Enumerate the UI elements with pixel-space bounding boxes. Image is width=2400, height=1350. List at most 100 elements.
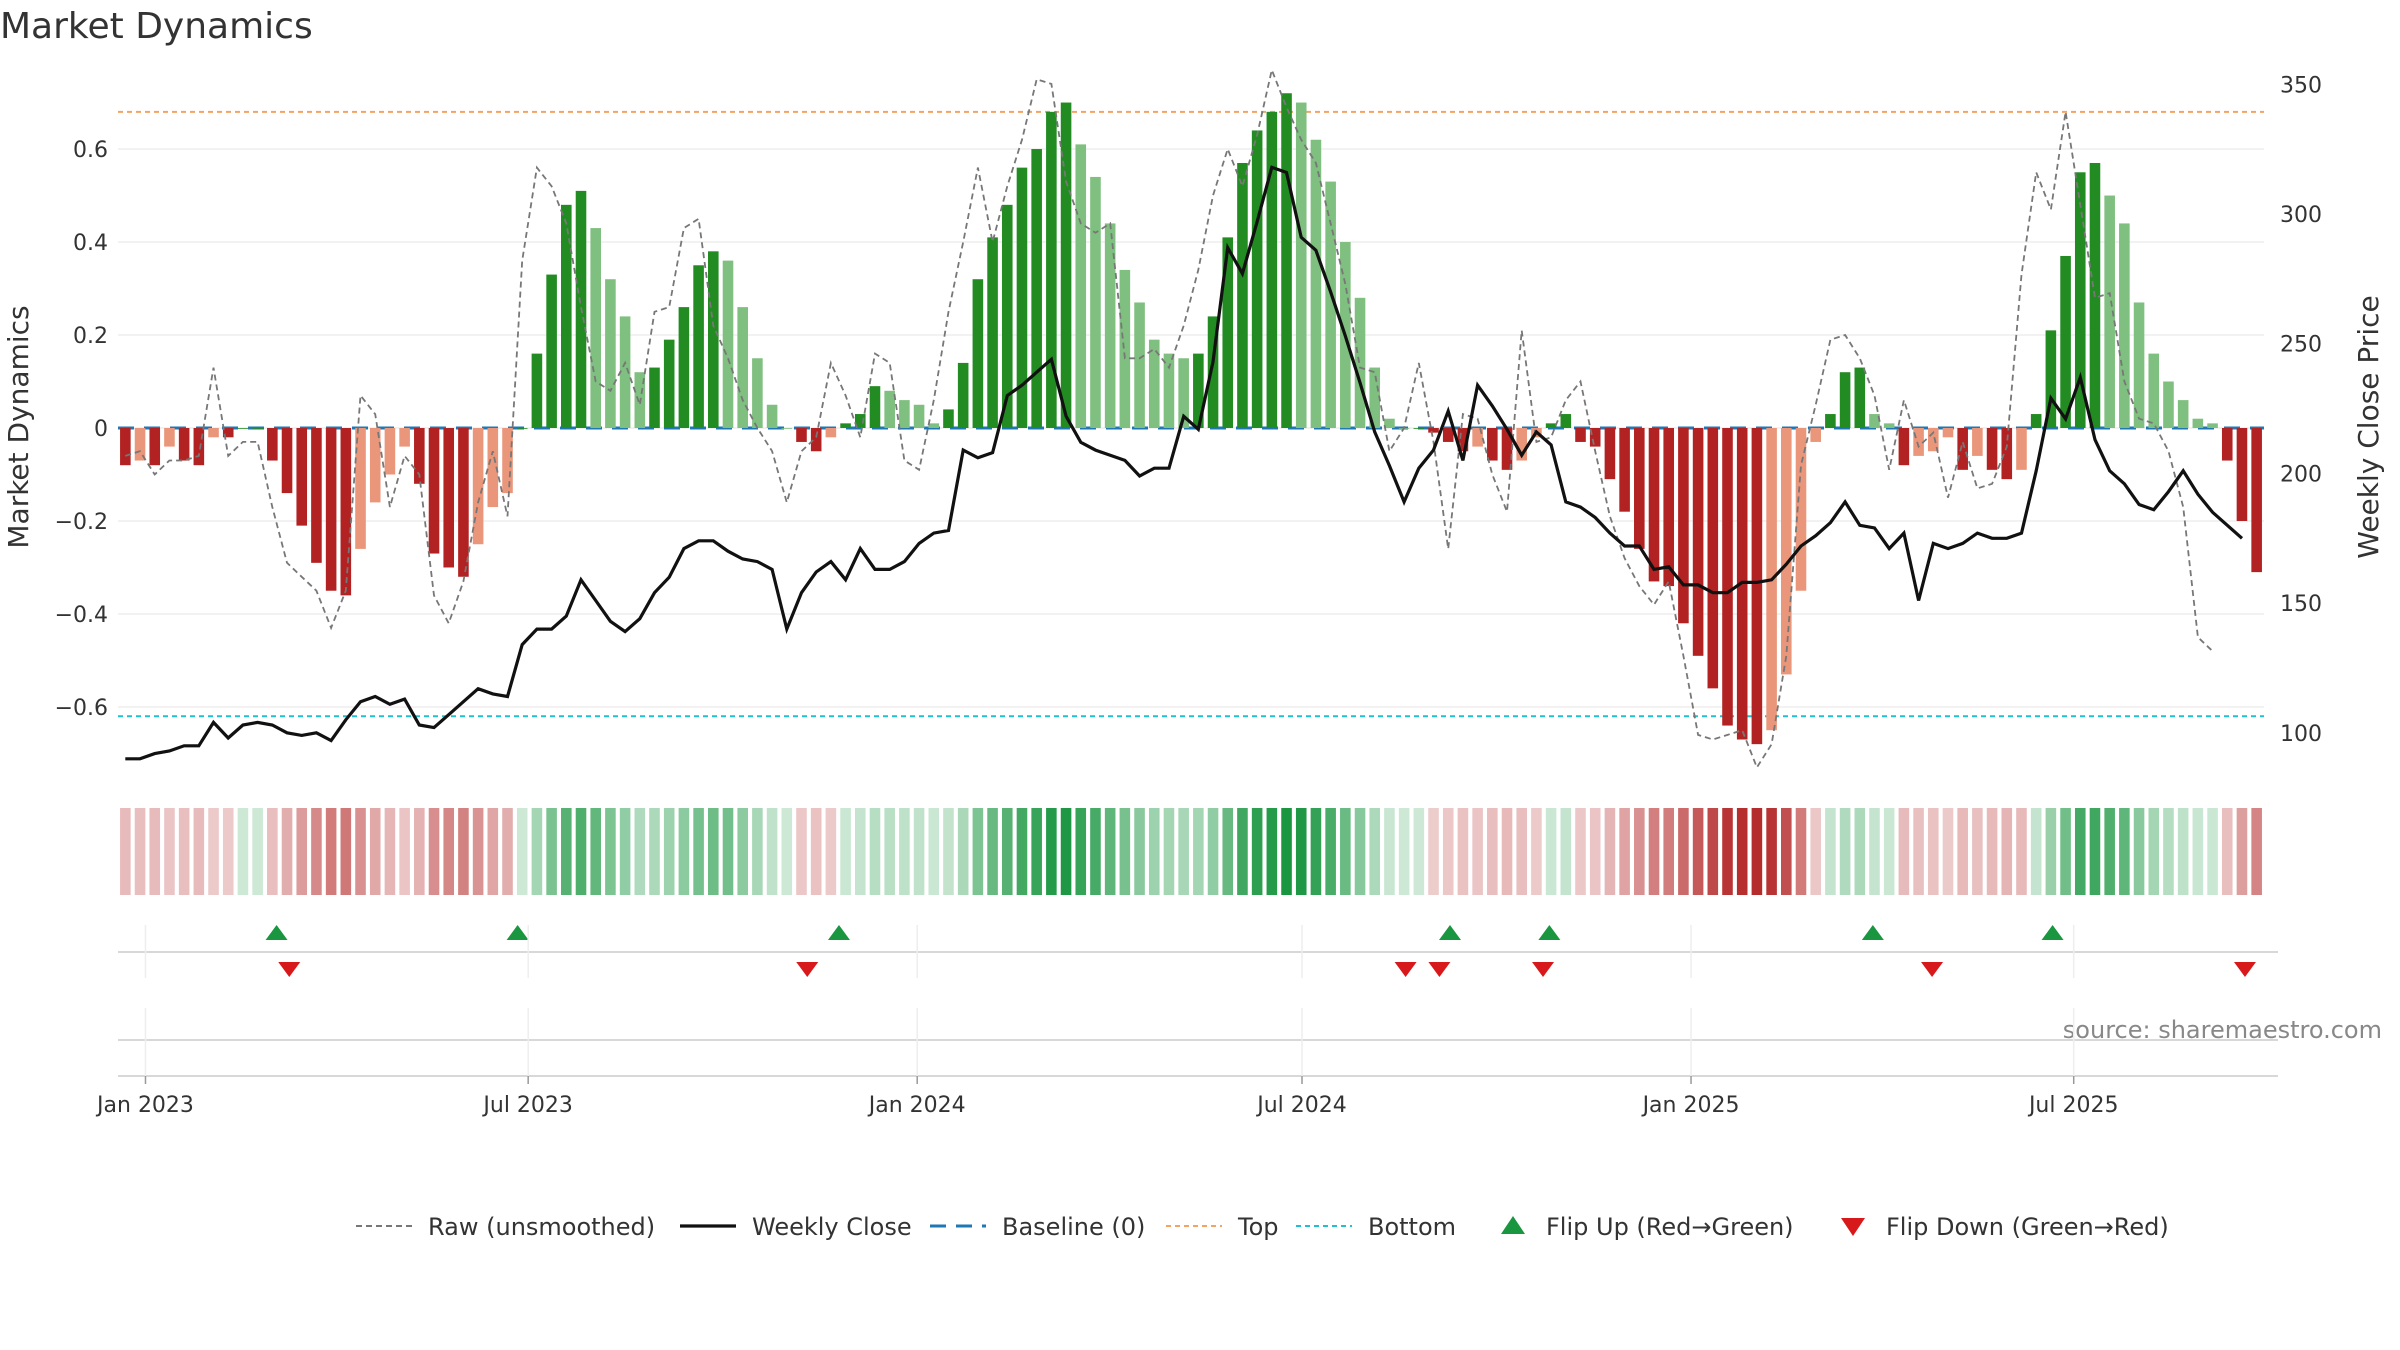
heat-cell xyxy=(1957,808,1968,895)
heat-cell xyxy=(1001,808,1013,895)
heat-cell xyxy=(311,808,322,895)
flip-up-marker xyxy=(2041,925,2064,940)
heat-cell xyxy=(1619,808,1630,895)
market-dynamics-bar xyxy=(987,237,998,428)
market-dynamics-bar xyxy=(1442,428,1454,442)
market-dynamics-bar xyxy=(369,428,381,503)
heat-cell xyxy=(1648,808,1660,895)
heat-cell xyxy=(1354,808,1366,895)
market-dynamics-bar xyxy=(943,409,954,428)
market-dynamics-bar xyxy=(2016,428,2027,470)
heat-cell xyxy=(766,808,778,895)
heat-cell xyxy=(810,808,822,895)
legend-label: Flip Down (Green→Red) xyxy=(1886,1213,2169,1241)
heat-cell xyxy=(1428,808,1439,895)
y-tick-label: −0.6 xyxy=(55,696,108,721)
heat-cell xyxy=(134,808,146,895)
heat-cell xyxy=(267,808,278,895)
market-dynamics-bar xyxy=(2163,381,2174,428)
market-dynamics-bar xyxy=(164,428,175,447)
market-dynamics-bar xyxy=(1325,181,1336,428)
heat-cell xyxy=(869,808,881,895)
flip-up-marker xyxy=(1861,925,1884,940)
market-dynamics-bar xyxy=(178,428,190,461)
chart-title: Market Dynamics xyxy=(0,6,313,47)
heat-cell xyxy=(737,808,748,895)
y-tick-label: 0 xyxy=(94,417,108,442)
legend-label: Baseline (0) xyxy=(1002,1213,1145,1241)
heat-cell xyxy=(2016,808,2027,895)
market-dynamics-bar xyxy=(722,260,734,428)
market-dynamics-bar xyxy=(1031,149,1042,429)
market-dynamics-bar xyxy=(1913,428,1924,456)
legend-item: Top xyxy=(1166,1213,1279,1241)
market-dynamics-bar xyxy=(663,339,675,428)
market-dynamics-bar xyxy=(1075,144,1087,428)
heat-cell xyxy=(1193,808,1204,895)
market-dynamics-bar xyxy=(1678,428,1689,624)
heat-cell xyxy=(1678,808,1689,895)
market-dynamics-bar xyxy=(1148,339,1160,428)
market-dynamics-bar xyxy=(2192,418,2204,428)
heat-cell xyxy=(1325,808,1336,895)
market-dynamics-bar xyxy=(340,428,352,596)
heat-cell xyxy=(281,808,293,895)
market-dynamics-bar xyxy=(1781,428,1792,675)
heat-cell xyxy=(1560,808,1572,895)
heat-cell xyxy=(164,808,175,895)
heat-cell xyxy=(2074,808,2086,895)
heat-cell xyxy=(1795,808,1807,895)
heat-cell xyxy=(1266,808,1278,895)
heat-cell xyxy=(943,808,954,895)
flip-down-marker xyxy=(1921,962,1944,977)
market-dynamics-bar xyxy=(972,279,984,428)
market-dynamics-bar xyxy=(1854,367,1866,428)
heat-cell xyxy=(2001,808,2013,895)
heat-cell xyxy=(2060,808,2071,895)
market-dynamics-bar xyxy=(2207,423,2218,428)
heat-cell xyxy=(1398,808,1410,895)
market-dynamics-bar xyxy=(384,428,396,475)
heat-cell xyxy=(178,808,190,895)
market-dynamics-bar xyxy=(1193,353,1204,428)
market-dynamics-bar xyxy=(1384,418,1395,428)
legend-item: Bottom xyxy=(1296,1213,1456,1241)
flip-down-marker xyxy=(1532,962,1555,977)
market-dynamics-bar xyxy=(1751,428,1763,745)
heat-cell xyxy=(1972,808,1983,895)
heat-cell xyxy=(678,808,690,895)
heat-cell xyxy=(458,808,469,895)
heat-cell xyxy=(1472,808,1483,895)
market-dynamics-bar xyxy=(899,400,910,428)
heat-cell xyxy=(1442,808,1454,895)
market-dynamics-bar xyxy=(561,204,572,428)
market-dynamics-bar xyxy=(678,307,690,428)
market-dynamics-bar xyxy=(1575,428,1586,442)
heat-cell xyxy=(237,808,249,895)
flip-up-marker xyxy=(1538,925,1561,940)
x-tick-label: Jul 2025 xyxy=(2027,1093,2119,1118)
y2-tick-label: 150 xyxy=(2280,592,2322,617)
legend-item: Flip Up (Red→Green) xyxy=(1501,1213,1794,1241)
market-dynamics-bar xyxy=(1090,176,1101,428)
flip-down-marker xyxy=(796,962,819,977)
market-dynamics-bar xyxy=(458,428,469,577)
heat-cell xyxy=(2236,808,2248,895)
market-dynamics-bar xyxy=(134,428,146,461)
heat-cell xyxy=(2089,808,2101,895)
heat-cell xyxy=(1487,808,1498,895)
heat-cell xyxy=(1031,808,1042,895)
heat-cell xyxy=(193,808,205,895)
market-dynamics-bar xyxy=(884,390,895,428)
heat-cell xyxy=(1986,808,1998,895)
heat-cell xyxy=(1104,808,1116,895)
market-dynamics-bar xyxy=(193,428,205,466)
market-dynamics-bar xyxy=(693,265,704,428)
heat-cell xyxy=(1545,808,1557,895)
heat-cell xyxy=(1251,808,1263,895)
heat-cell xyxy=(2207,808,2218,895)
heat-cell xyxy=(325,808,337,895)
market-dynamics-bar xyxy=(1046,111,1057,429)
market-dynamics-bar xyxy=(752,358,763,428)
heat-cell xyxy=(1119,808,1131,895)
